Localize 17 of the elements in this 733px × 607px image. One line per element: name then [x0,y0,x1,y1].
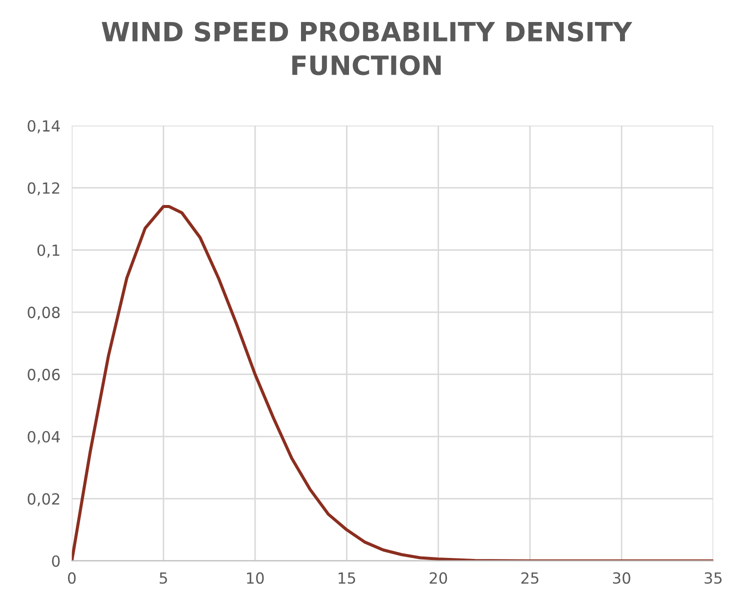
x-tick-label: 20 [430,572,448,584]
chart-title: WIND SPEED PROBABILITY DENSITY FUNCTION [102,22,632,76]
y-tick-label: 0,04 [28,430,60,444]
y-tick-label: 0,1 [37,244,60,258]
x-tick-label: 5 [160,572,167,584]
y-tick-label: 0,06 [28,368,60,382]
x-tick-label: 10 [247,572,264,584]
x-tick-label: 30 [613,572,630,584]
x-tick-label: 15 [338,572,356,584]
x-tick-label: 25 [521,572,538,584]
x-tick-label: 35 [704,572,722,584]
y-tick-label: 0 [52,555,60,567]
y-tick-label: 0,14 [28,120,60,134]
y-tick-label: 0,02 [28,493,60,506]
x-tick-label: 0 [68,572,76,584]
y-tick-label: 0,12 [28,182,60,196]
y-tick-label: 0,08 [28,306,60,320]
